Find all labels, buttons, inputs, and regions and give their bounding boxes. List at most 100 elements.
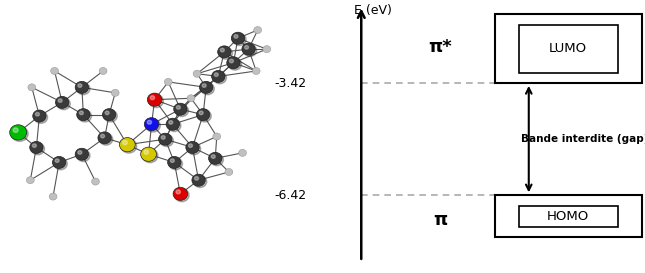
Text: π*: π* bbox=[428, 38, 452, 56]
Circle shape bbox=[49, 193, 57, 200]
Circle shape bbox=[212, 70, 225, 82]
Circle shape bbox=[111, 89, 119, 96]
Text: E (eV): E (eV) bbox=[355, 4, 392, 17]
Circle shape bbox=[159, 133, 172, 145]
Circle shape bbox=[121, 139, 137, 153]
Circle shape bbox=[219, 47, 232, 59]
Circle shape bbox=[199, 111, 203, 115]
Circle shape bbox=[221, 48, 224, 52]
Circle shape bbox=[78, 110, 92, 122]
Circle shape bbox=[198, 110, 212, 122]
Bar bbox=[495, 195, 642, 238]
Circle shape bbox=[55, 96, 69, 108]
Circle shape bbox=[234, 35, 238, 38]
Circle shape bbox=[32, 144, 36, 147]
Circle shape bbox=[214, 73, 218, 76]
Circle shape bbox=[188, 144, 192, 147]
Circle shape bbox=[169, 158, 183, 170]
Circle shape bbox=[213, 133, 221, 140]
Circle shape bbox=[170, 159, 174, 162]
Circle shape bbox=[50, 67, 59, 75]
Circle shape bbox=[213, 72, 226, 84]
Bar bbox=[495, 14, 642, 83]
Circle shape bbox=[30, 141, 43, 153]
Circle shape bbox=[164, 78, 172, 85]
Circle shape bbox=[149, 94, 163, 108]
Circle shape bbox=[192, 174, 205, 186]
Circle shape bbox=[195, 177, 199, 180]
Circle shape bbox=[253, 26, 262, 34]
Circle shape bbox=[186, 141, 199, 153]
Circle shape bbox=[166, 118, 179, 130]
Circle shape bbox=[194, 176, 207, 188]
Circle shape bbox=[33, 110, 46, 122]
Circle shape bbox=[211, 155, 215, 158]
Circle shape bbox=[174, 103, 187, 115]
Circle shape bbox=[161, 136, 165, 139]
Circle shape bbox=[193, 70, 201, 77]
Circle shape bbox=[98, 132, 111, 144]
Circle shape bbox=[173, 187, 188, 200]
Circle shape bbox=[228, 58, 242, 70]
Circle shape bbox=[197, 109, 210, 121]
Circle shape bbox=[99, 67, 107, 75]
Circle shape bbox=[31, 143, 45, 155]
Circle shape bbox=[58, 99, 62, 102]
Circle shape bbox=[28, 84, 35, 91]
Circle shape bbox=[232, 32, 244, 44]
Circle shape bbox=[201, 83, 214, 95]
Circle shape bbox=[144, 118, 159, 131]
Circle shape bbox=[55, 159, 59, 162]
Circle shape bbox=[175, 189, 189, 202]
Circle shape bbox=[142, 149, 158, 163]
Circle shape bbox=[168, 156, 181, 168]
Circle shape bbox=[208, 152, 222, 164]
Circle shape bbox=[146, 119, 161, 132]
Circle shape bbox=[252, 67, 260, 75]
Circle shape bbox=[187, 143, 201, 155]
Circle shape bbox=[263, 46, 271, 53]
Circle shape bbox=[105, 111, 109, 115]
Circle shape bbox=[168, 120, 181, 132]
Circle shape bbox=[99, 133, 113, 145]
Circle shape bbox=[210, 154, 223, 166]
Circle shape bbox=[243, 44, 257, 57]
Circle shape bbox=[57, 98, 70, 110]
Circle shape bbox=[147, 93, 162, 106]
Circle shape bbox=[78, 151, 82, 154]
Circle shape bbox=[10, 125, 26, 140]
Circle shape bbox=[75, 81, 88, 93]
Circle shape bbox=[202, 84, 206, 87]
Circle shape bbox=[141, 147, 157, 161]
Circle shape bbox=[26, 177, 34, 184]
Circle shape bbox=[34, 111, 48, 123]
Circle shape bbox=[150, 96, 155, 100]
Circle shape bbox=[101, 134, 104, 138]
Circle shape bbox=[123, 140, 127, 145]
Circle shape bbox=[147, 120, 152, 124]
Circle shape bbox=[187, 95, 195, 102]
Circle shape bbox=[242, 43, 255, 55]
Circle shape bbox=[77, 109, 90, 121]
Circle shape bbox=[119, 138, 135, 152]
Text: π: π bbox=[433, 211, 447, 229]
Circle shape bbox=[11, 126, 28, 141]
Circle shape bbox=[144, 150, 148, 154]
Circle shape bbox=[75, 148, 88, 160]
Circle shape bbox=[233, 34, 246, 46]
Text: Bande interdite (gap): Bande interdite (gap) bbox=[521, 134, 645, 144]
Circle shape bbox=[199, 81, 213, 93]
Circle shape bbox=[92, 178, 99, 185]
Circle shape bbox=[176, 106, 181, 109]
Circle shape bbox=[13, 128, 18, 132]
Circle shape bbox=[54, 158, 67, 170]
Circle shape bbox=[217, 46, 231, 58]
Circle shape bbox=[227, 57, 240, 69]
Text: HOMO: HOMO bbox=[547, 210, 590, 223]
Text: LUMO: LUMO bbox=[549, 42, 587, 55]
Circle shape bbox=[175, 105, 188, 117]
Circle shape bbox=[225, 168, 233, 176]
Text: -3.42: -3.42 bbox=[274, 76, 306, 90]
Circle shape bbox=[77, 150, 90, 162]
Circle shape bbox=[104, 110, 117, 122]
